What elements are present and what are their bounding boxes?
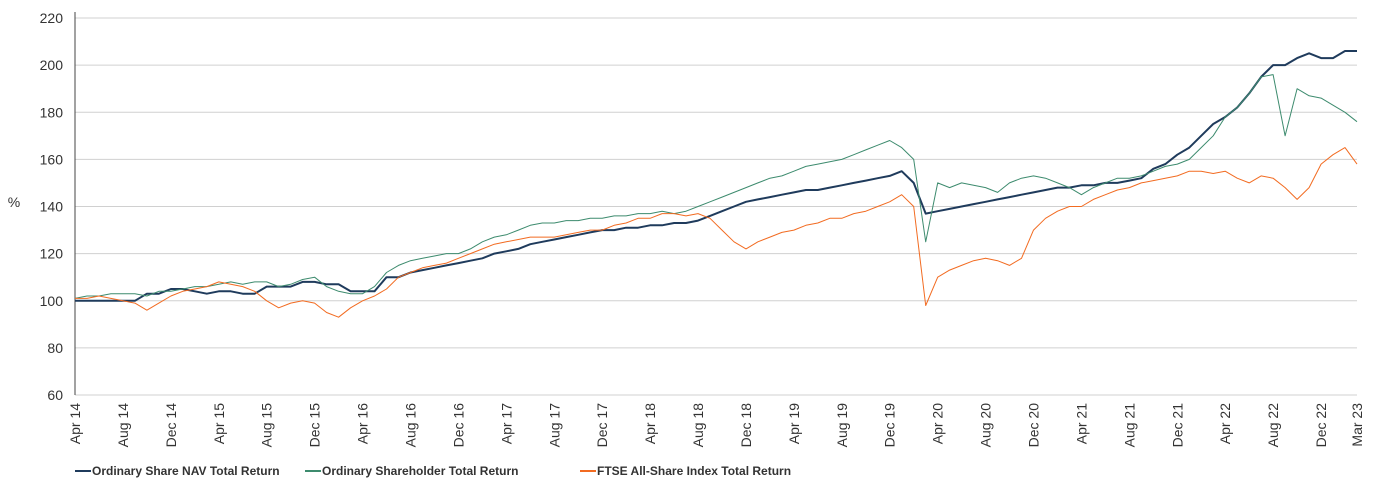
x-tick-label: Dec 14 bbox=[163, 403, 179, 448]
x-tick-label: Apr 21 bbox=[1073, 403, 1089, 444]
y-tick-label: 180 bbox=[40, 104, 64, 120]
x-tick-label: Apr 14 bbox=[67, 403, 83, 444]
x-tick-label: Aug 14 bbox=[115, 403, 131, 448]
x-tick-label: Dec 18 bbox=[738, 403, 754, 448]
legend-label: Ordinary Shareholder Total Return bbox=[322, 464, 518, 478]
x-tick-label: Aug 20 bbox=[978, 403, 994, 448]
x-tick-label: Apr 16 bbox=[355, 403, 371, 444]
x-tick-label: Dec 16 bbox=[450, 403, 466, 448]
y-tick-label: 220 bbox=[40, 10, 64, 26]
x-tick-label: Apr 19 bbox=[786, 403, 802, 444]
x-tick-label: Aug 22 bbox=[1265, 403, 1281, 448]
y-tick-label: 120 bbox=[40, 246, 64, 262]
x-tick-label: Mar 23 bbox=[1349, 403, 1365, 447]
x-tick-label: Aug 19 bbox=[834, 403, 850, 448]
x-tick-label: Aug 21 bbox=[1121, 403, 1137, 448]
x-tick-label: Dec 15 bbox=[307, 403, 323, 448]
x-tick-label: Apr 20 bbox=[930, 403, 946, 444]
x-tick-label: Apr 15 bbox=[211, 403, 227, 444]
legend-label: FTSE All-Share Index Total Return bbox=[597, 464, 791, 478]
y-tick-label: 200 bbox=[40, 57, 64, 73]
y-tick-label: 100 bbox=[40, 293, 64, 309]
series-line bbox=[75, 50, 1357, 302]
y-axis-label: % bbox=[8, 194, 20, 210]
x-tick-label: Dec 19 bbox=[882, 403, 898, 448]
y-tick-label: 160 bbox=[40, 151, 64, 167]
y-tick-label: 140 bbox=[40, 199, 64, 215]
x-tick-label: Apr 22 bbox=[1217, 403, 1233, 444]
y-tick-label: 80 bbox=[47, 340, 63, 356]
x-tick-label: Dec 17 bbox=[594, 403, 610, 448]
x-tick-label: Dec 22 bbox=[1313, 403, 1329, 448]
x-tick-label: Aug 17 bbox=[546, 403, 562, 448]
x-tick-label: Aug 15 bbox=[259, 403, 275, 448]
x-tick-label: Dec 21 bbox=[1169, 403, 1185, 448]
x-tick-label: Aug 18 bbox=[690, 403, 706, 448]
legend-label: Ordinary Share NAV Total Return bbox=[92, 464, 280, 478]
x-tick-label: Apr 18 bbox=[642, 403, 658, 444]
series-line bbox=[74, 74, 1358, 299]
x-tick-label: Apr 17 bbox=[498, 403, 514, 444]
x-tick-label: Aug 16 bbox=[402, 403, 418, 448]
series-line bbox=[75, 147, 1358, 318]
x-tick-label: Dec 20 bbox=[1026, 403, 1042, 448]
y-tick-label: 60 bbox=[47, 387, 63, 403]
